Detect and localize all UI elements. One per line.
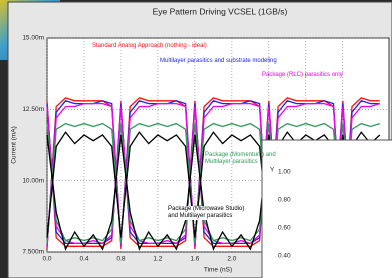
x-tick-label: 1.2 (153, 256, 162, 263)
series-annotation: Package (Momentum) and Multilayer parasi… (205, 152, 277, 166)
series-annotation: Package (Microwave Studio) and Multilaye… (168, 206, 246, 220)
inset-y-tick-label: 0.60 (278, 225, 291, 232)
x-tick-label: 2.0 (227, 256, 236, 263)
inset-y-tick-label: 1.00 (278, 169, 291, 176)
chart: Eye Pattern Driving VCSEL (1GB/s) Curren… (0, 0, 392, 278)
series-annotation: Multilayer parasitics and substrate mode… (160, 58, 277, 65)
x-tick-label: 0.0 (42, 256, 51, 263)
inset-y-tick-label: 0.40 (278, 253, 291, 260)
x-tick-label: 1.6 (190, 256, 199, 263)
series-annotation: Standard Analog Approach (nothing - idea… (92, 43, 207, 50)
inset-y-label: Y (270, 167, 275, 174)
y-tick-label: 15.00m (22, 35, 44, 42)
y-tick-label: 12.50m (22, 106, 44, 113)
y-tick-label: 7.500m (22, 249, 44, 256)
y-axis-label: Current (mA) (11, 126, 18, 164)
inset-y-tick-label: 0.80 (278, 197, 291, 204)
page: Eye Pattern Driving VCSEL (1GB/s) Curren… (0, 0, 392, 278)
series-annotation: Package (RLC) parasitics only (262, 72, 343, 79)
y-tick-label: 10.00m (22, 177, 44, 184)
x-tick-label: 0.4 (79, 256, 88, 263)
x-axis-label: Time (nS) (204, 267, 232, 274)
chart-title: Eye Pattern Driving VCSEL (1GB/s) (153, 6, 288, 16)
x-tick-label: 0.8 (116, 256, 125, 263)
